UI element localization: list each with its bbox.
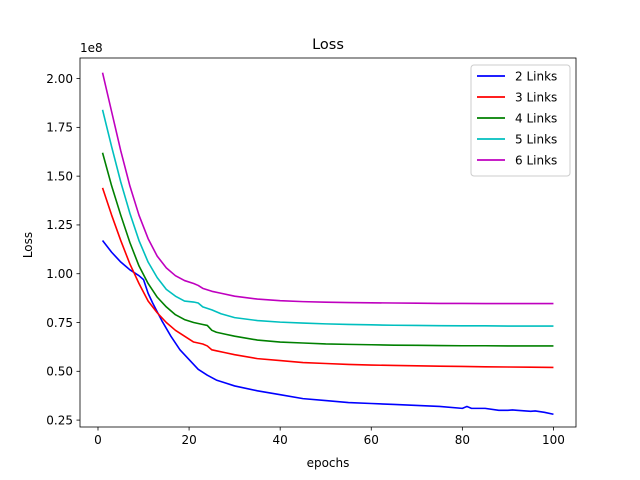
series-line-3-links [101,187,554,369]
series-line-2-links [101,240,554,416]
x-tick-label: 20 [181,433,196,447]
legend-entry-label: 4 Links [515,111,557,125]
chart-title: Loss [312,37,344,53]
axes-layer: 0 20 40 60 80 100 0.25 0.50 0.75 1.00 1.25 1.50 1.75… [46,57,577,447]
x-tick-label: 40 [273,433,288,447]
x-tick-label: 100 [542,433,565,447]
y-tick-label: 0.50 [46,365,73,379]
legend-entry-label: 6 Links [515,153,557,167]
x-tick-label: 80 [455,433,470,447]
legend-entry-label: 2 Links [515,69,557,83]
x-axis-label: epochs [307,456,350,470]
legend-entry-label: 5 Links [515,132,557,146]
y-axis-label: Loss [21,232,35,258]
y-tick-label: 2.00 [46,72,73,86]
axes-frame [79,57,577,428]
series-line-5-links [101,109,554,327]
series-line-6-links [101,72,554,305]
legend-entry-label: 3 Links [515,90,557,104]
legend-frame [470,64,571,177]
y-tick-label: 0.25 [46,413,73,427]
series-layer [101,72,554,416]
y-tick-label: 1.50 [46,169,73,183]
x-tick-label: 0 [94,433,102,447]
x-tick-label: 60 [364,433,379,447]
legend: 2 Links 3 Links 4 Links 5 Links 6 Links [470,64,571,177]
y-tick-label: 1.25 [46,218,73,232]
y-tick-label: 1.00 [46,267,73,281]
series-line-4-links [101,152,554,347]
y-axis-offset-text: 1e8 [80,41,103,55]
y-tick-label: 0.75 [46,316,73,330]
y-tick-label: 1.75 [46,121,73,135]
